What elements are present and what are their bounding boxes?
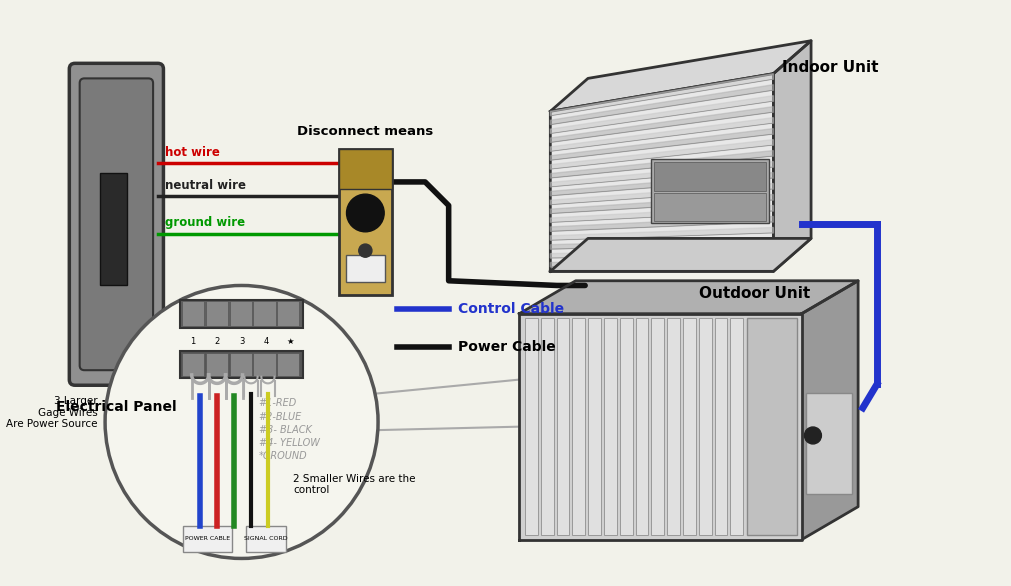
FancyBboxPatch shape bbox=[80, 79, 153, 370]
Bar bbox=[698, 318, 711, 535]
Bar bbox=[806, 393, 850, 495]
Polygon shape bbox=[550, 162, 772, 187]
Bar bbox=[246, 526, 285, 552]
Polygon shape bbox=[550, 96, 772, 134]
Text: 1: 1 bbox=[190, 338, 195, 346]
Polygon shape bbox=[550, 84, 772, 125]
Polygon shape bbox=[550, 250, 772, 258]
Text: Electrical Panel: Electrical Panel bbox=[56, 400, 177, 414]
Circle shape bbox=[804, 427, 821, 444]
Bar bbox=[619, 318, 632, 535]
Text: Power Cable: Power Cable bbox=[458, 340, 555, 354]
Polygon shape bbox=[550, 128, 772, 160]
Text: 2 Smaller Wires are the
control: 2 Smaller Wires are the control bbox=[293, 473, 416, 495]
Bar bbox=[277, 301, 299, 326]
Text: Outdoor Unit: Outdoor Unit bbox=[699, 287, 810, 301]
Bar bbox=[653, 193, 765, 220]
Polygon shape bbox=[550, 195, 772, 213]
Text: hot wire: hot wire bbox=[165, 145, 220, 159]
Polygon shape bbox=[519, 314, 801, 540]
Bar bbox=[556, 318, 569, 535]
Polygon shape bbox=[550, 139, 772, 169]
Bar bbox=[587, 318, 601, 535]
Polygon shape bbox=[772, 41, 810, 271]
Bar bbox=[182, 353, 204, 376]
Bar bbox=[346, 255, 384, 282]
Text: neutral wire: neutral wire bbox=[165, 179, 246, 192]
Bar bbox=[206, 301, 227, 326]
Text: Disconnect means: Disconnect means bbox=[297, 125, 433, 138]
Text: ★: ★ bbox=[286, 338, 294, 346]
Polygon shape bbox=[550, 239, 772, 249]
Bar bbox=[730, 318, 742, 535]
Bar bbox=[525, 318, 538, 535]
Polygon shape bbox=[519, 281, 857, 314]
Polygon shape bbox=[550, 74, 772, 116]
Circle shape bbox=[105, 285, 378, 558]
Polygon shape bbox=[550, 260, 772, 267]
Bar bbox=[253, 353, 275, 376]
Bar bbox=[651, 318, 663, 535]
Bar bbox=[746, 318, 796, 535]
Bar bbox=[666, 318, 679, 535]
Polygon shape bbox=[550, 172, 772, 196]
FancyBboxPatch shape bbox=[69, 63, 164, 385]
Bar bbox=[604, 318, 617, 535]
Polygon shape bbox=[550, 41, 810, 111]
Bar bbox=[339, 149, 392, 189]
Bar bbox=[650, 159, 768, 223]
Bar bbox=[180, 352, 302, 378]
Polygon shape bbox=[550, 239, 810, 271]
Bar bbox=[540, 318, 553, 535]
Bar bbox=[714, 318, 727, 535]
Text: 3: 3 bbox=[239, 338, 244, 346]
Polygon shape bbox=[550, 118, 772, 151]
Bar bbox=[206, 353, 227, 376]
Bar bbox=[183, 526, 232, 552]
Bar bbox=[653, 162, 765, 192]
Bar bbox=[180, 299, 302, 328]
Text: SIGNAL CORD: SIGNAL CORD bbox=[244, 536, 287, 541]
Bar bbox=[339, 149, 392, 295]
Text: Indoor Unit: Indoor Unit bbox=[780, 60, 878, 74]
Text: 3 Larger
Gage Wires
Are Power Source: 3 Larger Gage Wires Are Power Source bbox=[6, 396, 97, 429]
Polygon shape bbox=[801, 281, 857, 540]
Polygon shape bbox=[550, 206, 772, 223]
Polygon shape bbox=[550, 183, 772, 205]
Bar bbox=[253, 301, 275, 326]
Polygon shape bbox=[550, 227, 772, 240]
Bar bbox=[100, 172, 126, 285]
Bar bbox=[229, 301, 252, 326]
Polygon shape bbox=[550, 216, 772, 231]
Polygon shape bbox=[550, 107, 772, 142]
Text: #1-RED
#2-BLUE
#3- BLACK
#4- YELLOW
*GROUND: #1-RED #2-BLUE #3- BLACK #4- YELLOW *GRO… bbox=[258, 398, 319, 461]
Text: POWER CABLE: POWER CABLE bbox=[185, 536, 231, 541]
Circle shape bbox=[346, 194, 384, 232]
Bar bbox=[635, 318, 648, 535]
Circle shape bbox=[359, 244, 372, 257]
Bar bbox=[229, 353, 252, 376]
Text: Control Cable: Control Cable bbox=[458, 302, 564, 316]
Polygon shape bbox=[550, 74, 772, 271]
Text: 2: 2 bbox=[214, 338, 219, 346]
Bar bbox=[182, 301, 204, 326]
Bar bbox=[277, 353, 299, 376]
Bar bbox=[682, 318, 696, 535]
Polygon shape bbox=[550, 151, 772, 178]
Text: ground wire: ground wire bbox=[165, 216, 246, 229]
Text: 4: 4 bbox=[263, 338, 268, 346]
Bar bbox=[572, 318, 584, 535]
